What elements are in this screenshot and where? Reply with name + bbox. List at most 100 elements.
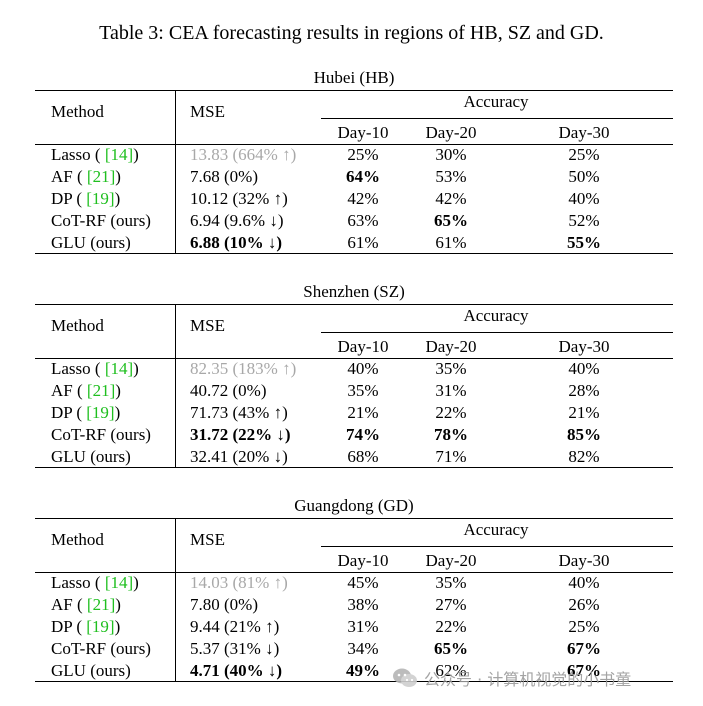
accuracy-cell: 26% xyxy=(568,595,600,614)
day20-header: Day-20 xyxy=(425,551,477,570)
mse-cell: 71.73 (43% ↑) xyxy=(190,403,288,422)
accuracy-underline xyxy=(321,118,673,119)
bottom-rule xyxy=(35,681,673,682)
accuracy-cell: 52% xyxy=(568,211,600,230)
method-cell: Lasso ( [14]) xyxy=(51,573,139,592)
region-title: Guangdong (GD) xyxy=(294,496,414,515)
accuracy-cell: 38% xyxy=(347,595,379,614)
top-rule xyxy=(35,90,673,91)
accuracy-cell: 74% xyxy=(346,425,380,444)
accuracy-cell: 31% xyxy=(347,617,379,636)
accuracy-cell: 61% xyxy=(347,233,379,252)
accuracy-cell: 85% xyxy=(567,425,601,444)
mse-cell: 14.03 (81% ↑) xyxy=(190,573,288,592)
method-cell: Lasso ( [14]) xyxy=(51,359,139,378)
mse-header: MSE xyxy=(190,530,225,549)
mse-cell: 7.80 (0%) xyxy=(190,595,258,614)
citation-link[interactable]: [21] xyxy=(86,167,116,186)
accuracy-cell: 42% xyxy=(347,189,379,208)
accuracy-cell: 65% xyxy=(434,639,468,658)
accuracy-cell: 34% xyxy=(347,639,379,658)
mse-cell: 82.35 (183% ↑) xyxy=(190,359,297,378)
method-header: Method xyxy=(51,530,104,549)
table-block-guangdong: Guangdong (GD) Method MSE Accuracy Day-1… xyxy=(35,496,673,682)
accuracy-cell: 30% xyxy=(435,145,467,164)
accuracy-cell: 67% xyxy=(567,661,601,680)
accuracy-cell: 55% xyxy=(567,233,601,252)
method-cell: AF ( [21]) xyxy=(51,381,121,400)
mse-header: MSE xyxy=(190,102,225,121)
day10-header: Day-10 xyxy=(337,337,389,356)
citation-link[interactable]: [19] xyxy=(86,189,115,208)
citation-link[interactable]: [14] xyxy=(104,573,134,592)
method-cell: DP ( [19]) xyxy=(51,403,121,422)
citation-link[interactable]: [14] xyxy=(104,359,134,378)
accuracy-header: Accuracy xyxy=(463,92,529,111)
accuracy-cell: 25% xyxy=(568,145,600,164)
method-cell: AF ( [21]) xyxy=(51,595,121,614)
mse-cell: 31.72 (22% ↓) xyxy=(190,425,291,444)
accuracy-cell: 22% xyxy=(435,403,467,422)
accuracy-cell: 25% xyxy=(347,145,379,164)
header-rule xyxy=(35,144,673,145)
day30-header: Day-30 xyxy=(558,551,610,570)
accuracy-cell: 25% xyxy=(568,617,600,636)
mse-header: MSE xyxy=(190,316,225,335)
accuracy-underline xyxy=(321,332,673,333)
method-header: Method xyxy=(51,316,104,335)
bottom-rule xyxy=(35,253,673,254)
accuracy-cell: 49% xyxy=(346,661,380,680)
accuracy-cell: 28% xyxy=(568,381,600,400)
accuracy-cell: 71% xyxy=(435,447,467,466)
day10-header: Day-10 xyxy=(337,551,389,570)
vertical-rule xyxy=(175,91,176,254)
accuracy-cell: 31% xyxy=(435,381,467,400)
citation-link[interactable]: [21] xyxy=(86,381,116,400)
region-title: Hubei (HB) xyxy=(313,68,395,87)
method-cell: CoT-RF (ours) xyxy=(51,211,151,230)
accuracy-cell: 40% xyxy=(568,359,600,378)
accuracy-cell: 65% xyxy=(434,211,468,230)
table-block-shenzhen: Shenzhen (SZ) Method MSE Accuracy Day-10… xyxy=(35,282,673,468)
mse-cell: 4.71 (40% ↓) xyxy=(190,661,283,680)
mse-cell: 32.41 (20% ↓) xyxy=(190,447,288,466)
mse-cell: 9.44 (21% ↑) xyxy=(190,617,280,636)
accuracy-cell: 45% xyxy=(347,573,379,592)
method-cell: GLU (ours) xyxy=(51,447,131,466)
watermark: 公众号 · 计算机视觉的小书童 xyxy=(392,664,631,692)
accuracy-cell: 62% xyxy=(435,661,467,680)
accuracy-cell: 50% xyxy=(568,167,600,186)
accuracy-header: Accuracy xyxy=(463,306,529,325)
accuracy-header: Accuracy xyxy=(463,520,529,539)
accuracy-cell: 21% xyxy=(347,403,379,422)
table-caption: Table 3: CEA forecasting results in regi… xyxy=(99,22,604,44)
citation-link[interactable]: [19] xyxy=(86,617,115,636)
accuracy-underline xyxy=(321,546,673,547)
mse-cell: 13.83 (664% ↑) xyxy=(190,145,297,164)
watermark-text: 公众号 · 计算机视觉的小书童 xyxy=(424,670,632,689)
wechat-icon xyxy=(393,668,417,687)
citation-link[interactable]: [19] xyxy=(86,403,115,422)
accuracy-cell: 63% xyxy=(347,211,379,230)
mse-cell: 6.94 (9.6% ↓) xyxy=(190,211,284,230)
citation-link[interactable]: [14] xyxy=(104,145,134,164)
accuracy-cell: 27% xyxy=(435,595,467,614)
accuracy-cell: 40% xyxy=(568,189,600,208)
header-rule xyxy=(35,358,673,359)
method-cell: DP ( [19]) xyxy=(51,189,121,208)
mse-cell: 40.72 (0%) xyxy=(190,381,267,400)
table-block-hubei: Hubei (HB) Method MSE Accuracy Day-10 Da… xyxy=(35,68,673,254)
bottom-rule xyxy=(35,467,673,468)
method-cell: GLU (ours) xyxy=(51,661,131,680)
vertical-rule xyxy=(175,519,176,682)
region-title: Shenzhen (SZ) xyxy=(303,282,405,301)
day30-header: Day-30 xyxy=(558,337,610,356)
accuracy-cell: 22% xyxy=(435,617,467,636)
method-cell: Lasso ( [14]) xyxy=(51,145,139,164)
method-header: Method xyxy=(51,102,104,121)
accuracy-cell: 40% xyxy=(347,359,379,378)
method-cell: GLU (ours) xyxy=(51,233,131,252)
day10-header: Day-10 xyxy=(337,123,389,142)
citation-link[interactable]: [21] xyxy=(86,595,116,614)
accuracy-cell: 35% xyxy=(347,381,379,400)
